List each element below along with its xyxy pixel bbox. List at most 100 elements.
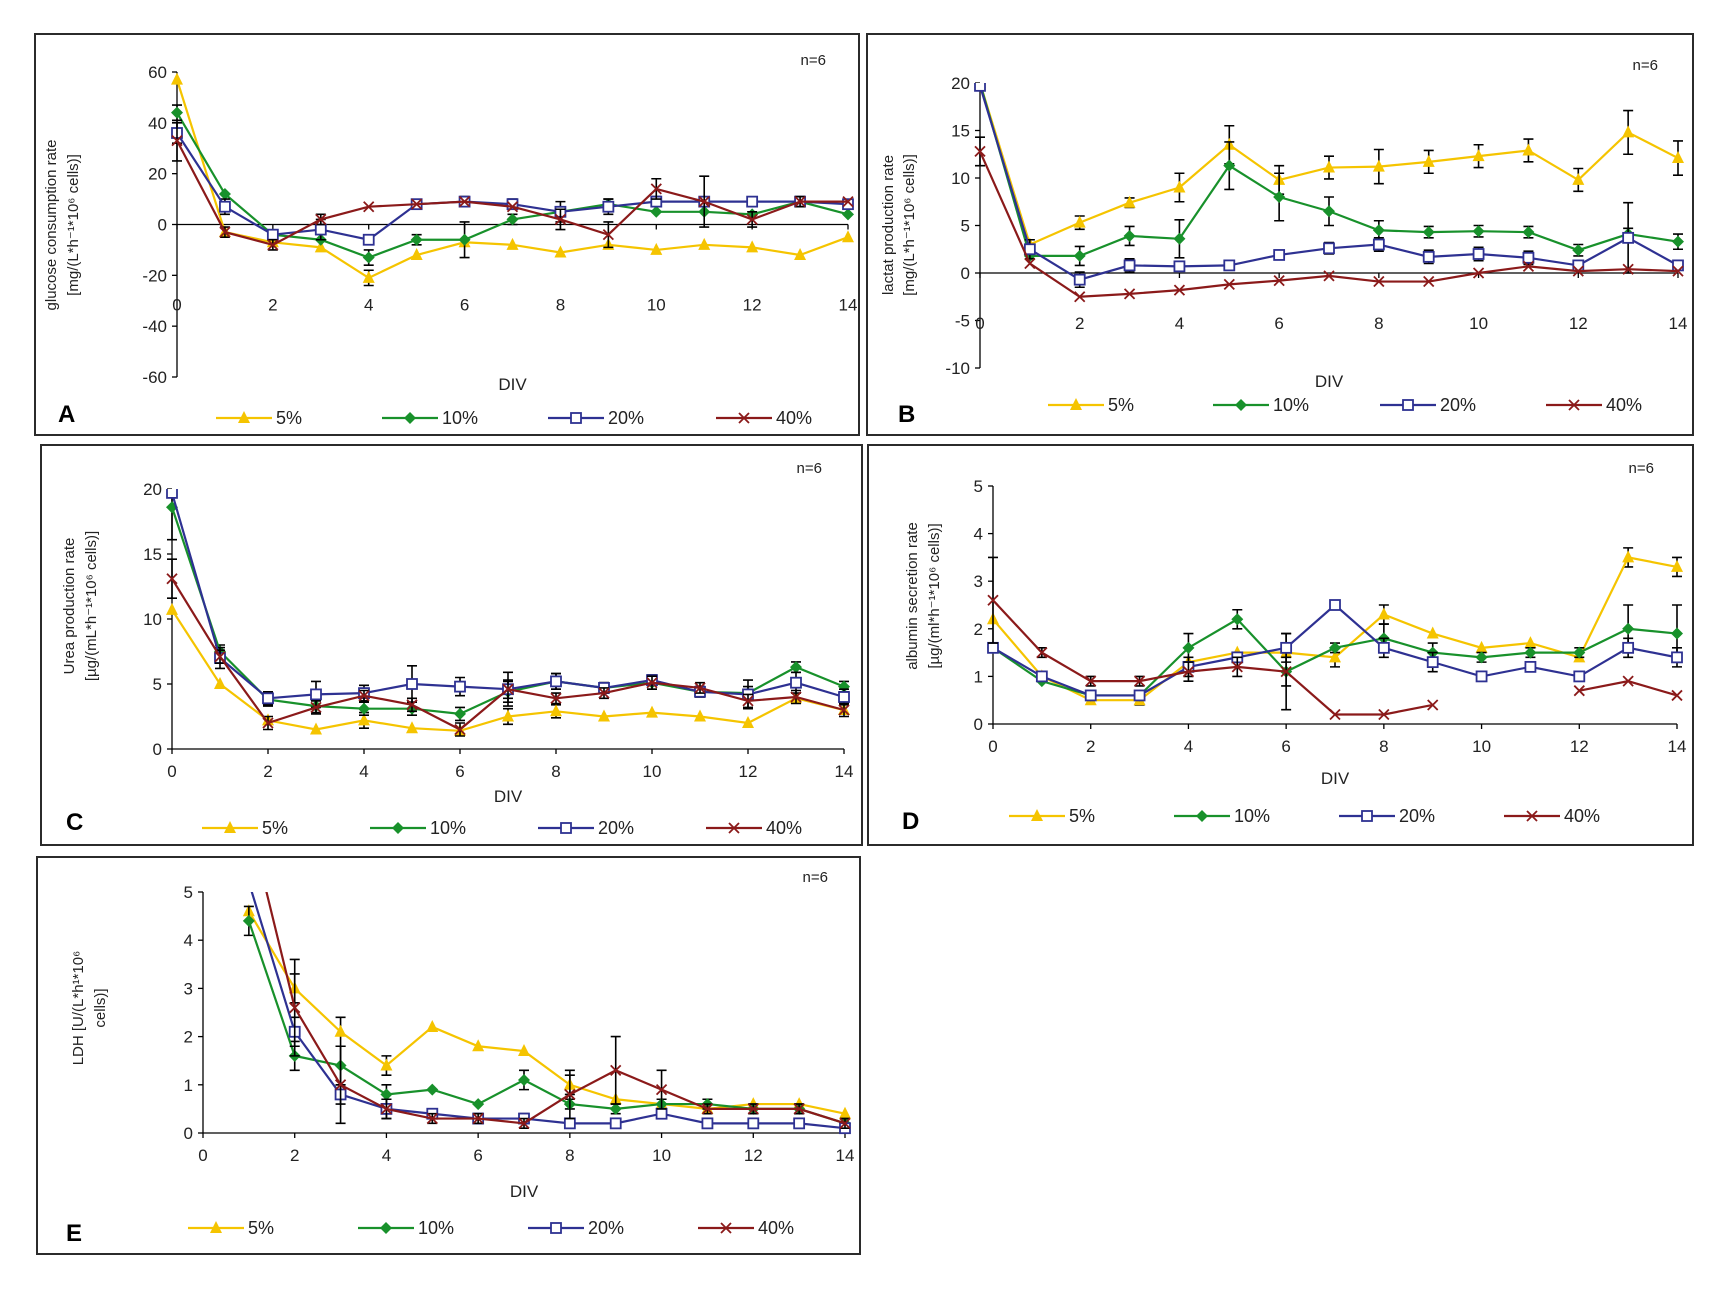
data-point	[554, 245, 567, 258]
data-point	[244, 877, 254, 887]
x-tick-label: 10	[1469, 314, 1488, 333]
data-point	[1522, 251, 1535, 264]
data-point	[1671, 651, 1683, 664]
legend-item-s5: 5%	[188, 1218, 274, 1238]
data-point	[518, 1044, 530, 1057]
x-tick-label: 12	[744, 1146, 763, 1165]
x-axis-label: DIV	[1315, 372, 1344, 391]
legend-marker	[1235, 399, 1247, 411]
data-point	[1622, 231, 1635, 244]
data-point	[1182, 641, 1195, 654]
data-point	[1572, 172, 1585, 185]
series-line	[250, 892, 846, 1130]
x-tick-label: 0	[172, 296, 181, 315]
data-point	[609, 1117, 622, 1130]
x-axis-label: DIV	[498, 375, 527, 394]
data-point	[1524, 646, 1537, 659]
data-point	[310, 701, 322, 714]
data-point	[1377, 641, 1390, 654]
sample-size-note: n=6	[1629, 460, 1654, 477]
panel-d: 0 1 2 3 4 5 0 2 4 6 8 10 12 14 DIV albumin secretion ra…	[867, 444, 1694, 846]
data-point	[1573, 670, 1586, 683]
panel-b: -10 -5 0 5 10 15 20 0 2 4 6 8 10 12 14 DIV lactat produc…	[866, 33, 1694, 436]
y-tick-label: 4	[974, 525, 983, 544]
x-tick-label: 8	[551, 762, 560, 781]
y-axis-label: albumin secretion rate	[904, 522, 921, 670]
data-point	[1426, 656, 1439, 669]
data-point	[1133, 689, 1146, 702]
x-tick-label: 0	[988, 737, 997, 756]
y-tick-label: 2	[184, 1028, 193, 1047]
series-s20	[987, 599, 1683, 702]
y-axis-label: Urea production rate	[61, 538, 78, 675]
data-point	[310, 722, 322, 735]
y-axis-label: [µg/(ml*h⁻¹*10⁶ cells)]	[926, 523, 943, 668]
legend-marker	[404, 412, 416, 424]
data-point	[554, 213, 567, 226]
legend: 5% 10% 20% 40%	[188, 1218, 794, 1238]
data-point	[472, 1098, 485, 1111]
series-s40	[265, 892, 851, 1129]
data-point	[518, 1073, 530, 1086]
data-point	[454, 707, 466, 720]
x-tick-label: 4	[382, 1146, 391, 1165]
series-s40	[171, 119, 854, 251]
x-tick-label: 14	[839, 296, 858, 315]
data-point	[1422, 226, 1435, 239]
data-point	[1672, 151, 1684, 164]
data-point	[1672, 259, 1684, 272]
data-point	[454, 680, 466, 693]
data-point	[380, 1088, 393, 1101]
data-point	[406, 721, 418, 734]
legend-label: 10%	[430, 818, 466, 838]
sample-size-note: n=6	[797, 460, 822, 477]
series-s20	[974, 83, 1684, 289]
y-tick-label: 5	[153, 675, 162, 694]
x-tick-label: 8	[556, 296, 565, 315]
x-tick-label: 2	[1075, 314, 1084, 333]
legend-marker	[1031, 809, 1043, 821]
data-point	[502, 683, 514, 695]
data-point	[1372, 224, 1385, 237]
x-tick-label: 6	[460, 296, 469, 315]
data-point	[1373, 275, 1385, 288]
data-point	[410, 248, 423, 260]
data-point	[214, 677, 226, 689]
data-point	[1622, 125, 1635, 138]
data-point	[1378, 708, 1390, 721]
data-point	[1085, 675, 1097, 687]
legend-label: 20%	[1440, 395, 1476, 415]
legend-marker	[238, 411, 250, 423]
data-point	[1323, 160, 1335, 173]
data-point	[564, 1088, 576, 1101]
data-point	[380, 1058, 393, 1071]
data-point	[1329, 599, 1341, 611]
legend-item-s40: 40%	[1546, 395, 1642, 415]
data-point	[334, 1024, 347, 1037]
y-tick-label: 0	[974, 715, 983, 734]
data-point	[563, 1117, 576, 1130]
legend-label: 20%	[608, 408, 644, 428]
series-s40	[987, 556, 1683, 721]
legend-marker	[728, 822, 740, 834]
legend-item-s20: 20%	[1339, 806, 1435, 826]
data-point	[701, 1103, 714, 1115]
legend-item-s40: 40%	[716, 408, 812, 428]
data-point	[1422, 250, 1435, 263]
data-point	[262, 717, 274, 729]
legend-label: 20%	[1399, 806, 1435, 826]
data-point	[1024, 257, 1036, 270]
data-point	[1036, 646, 1048, 659]
data-point	[358, 702, 370, 715]
x-axis-label: DIV	[510, 1182, 539, 1201]
data-point	[1231, 613, 1244, 626]
data-point	[1223, 259, 1236, 272]
data-point	[1323, 205, 1335, 218]
y-tick-label: 5	[974, 477, 983, 496]
legend-item-s40: 40%	[706, 818, 802, 838]
data-point	[987, 594, 999, 606]
legend-marker	[1526, 810, 1538, 822]
data-point	[1622, 675, 1634, 687]
data-point	[747, 1117, 760, 1130]
data-point	[794, 248, 807, 260]
